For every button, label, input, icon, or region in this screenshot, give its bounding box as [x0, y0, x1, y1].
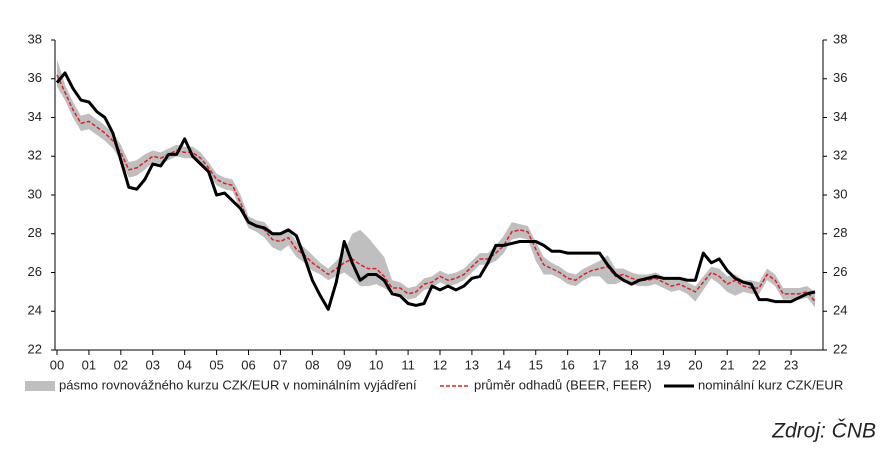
x-tick-label: 17 [592, 357, 606, 372]
y-tick-label: 22 [28, 341, 42, 356]
y2-tick-label: 36 [833, 70, 847, 85]
y-tick-label: 24 [28, 303, 42, 318]
y-tick-label: 26 [28, 264, 42, 279]
y-tick-label: 28 [28, 225, 42, 240]
x-tick-label: 09 [337, 357, 351, 372]
x-tick-label: 20 [688, 357, 702, 372]
x-tick-label: 06 [241, 357, 255, 372]
legend-label: průměr odhadů (BEER, FEER) [474, 377, 652, 392]
line [56, 74, 816, 303]
y2-tick-label: 24 [833, 303, 847, 318]
x-tick-label: 08 [305, 357, 319, 372]
y2-tick-label: 38 [833, 31, 847, 46]
y2-tick-label: 28 [833, 225, 847, 240]
y-tick-label: 36 [28, 70, 42, 85]
source: Zdroj: ČNB [771, 420, 876, 443]
y2-tick-label: 30 [833, 186, 847, 201]
x-tick-label: 16 [560, 357, 574, 372]
x-tick-label: 05 [209, 357, 223, 372]
y2-tick-label: 26 [833, 264, 847, 279]
x-tick-label: 19 [656, 357, 670, 372]
x-tick-label: 15 [529, 357, 543, 372]
x-tick-label: 11 [401, 357, 415, 372]
x-tick-label: 21 [720, 357, 734, 372]
y-tick-label: 38 [28, 31, 42, 46]
x-tick-label: 23 [784, 357, 798, 372]
y2-tick-label: 22 [833, 341, 847, 356]
x-tick-label: 10 [369, 357, 383, 372]
x-tick-label: 18 [624, 357, 638, 372]
x-tick-label: 04 [177, 357, 191, 372]
x-tick-label: 00 [50, 357, 64, 372]
legend-swatch [25, 381, 55, 391]
y2-tick-label: 34 [833, 109, 847, 124]
y-tick-label: 30 [28, 186, 42, 201]
y-tick-label: 32 [28, 148, 42, 163]
x-tick-label: 03 [146, 357, 160, 372]
y-tick-label: 34 [28, 109, 42, 124]
legend-label: pásmo rovnovážného kurzu CZK/EUR v nomin… [59, 377, 417, 392]
x-tick-label: 01 [82, 357, 96, 372]
line [55, 71, 816, 311]
y2-tick-label: 32 [833, 148, 847, 163]
x-tick-label: 22 [752, 357, 766, 372]
x-tick-label: 14 [497, 357, 511, 372]
x-tick-label: 13 [465, 357, 479, 372]
x-tick-label: 07 [273, 357, 287, 372]
x-tick-label: 02 [114, 357, 128, 372]
legend-label: nominální kurz CZK/EUR [698, 377, 843, 392]
x-tick-label: 12 [433, 357, 447, 372]
band [57, 59, 816, 308]
